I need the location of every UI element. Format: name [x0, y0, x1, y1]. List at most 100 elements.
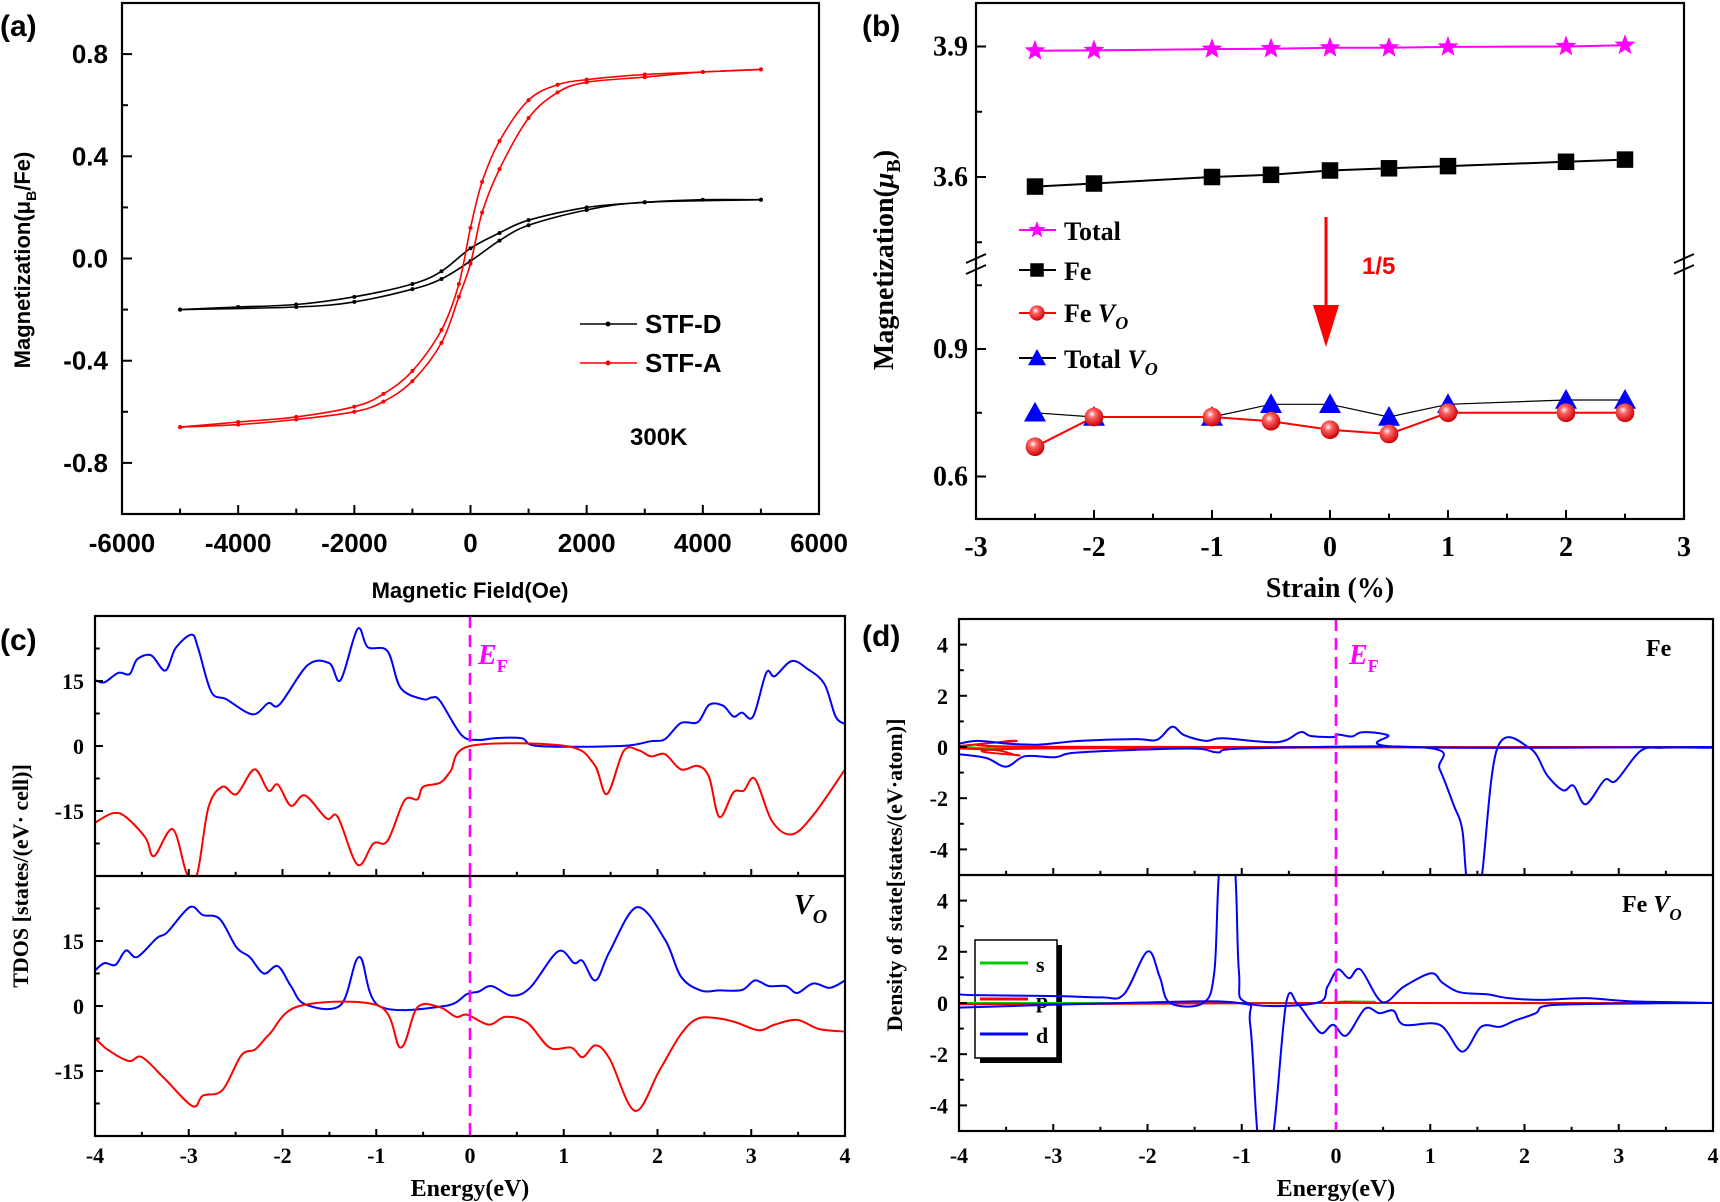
scale-arrow-head [1313, 305, 1339, 347]
panel-a-ylabel: Magnetization(μB/Fe) [10, 152, 39, 369]
panel-c-fermi-label: EF [477, 640, 508, 676]
x-tick-label: -2 [1138, 1143, 1156, 1168]
data-point [584, 207, 589, 212]
panel-d-xlabel: Energy(eV) [1277, 1176, 1396, 1202]
data-point [497, 138, 502, 143]
data-point [381, 399, 386, 404]
y-tick-label: 3.9 [933, 32, 968, 63]
y-tick-label: 2 [937, 940, 948, 965]
y-tick-label: 0.8 [72, 39, 108, 69]
dos-curve-spin-up [95, 627, 845, 748]
legend-label-stf-a: STF-A [645, 348, 722, 378]
star-marker [1201, 38, 1223, 58]
x-tick-label: -4000 [205, 528, 272, 558]
subplot-bottom: -4 -2 0 2 4 [930, 875, 1714, 1131]
dos-curves [95, 627, 845, 876]
panel-b-plot: -3 -2 -1 0 1 2 3 3.6 3.9 0.6 0.9 [933, 32, 1695, 563]
triangle-marker [1024, 401, 1046, 422]
series-stf-a [178, 67, 763, 430]
sphere-marker [1025, 437, 1045, 457]
data-point [410, 287, 415, 292]
panel-c-plot: -15 0 15 -15 0 15 -4 -3 -2 -1 0 1 2 3 4 [55, 616, 851, 1168]
y-tick-label: 0 [937, 991, 948, 1016]
sphere-marker [1261, 411, 1281, 431]
data-point [468, 246, 473, 251]
data-point [555, 82, 560, 87]
text-italic: V [1653, 892, 1671, 918]
data-point [468, 225, 473, 230]
text-sub: F [1368, 656, 1379, 676]
legend-marker-stf-a [605, 360, 611, 366]
data-point [700, 69, 705, 74]
panel-b-ylabel: Magnetization(μB) [869, 150, 905, 370]
data-point [352, 404, 357, 409]
y-tick-label: -2 [930, 1042, 948, 1067]
data-point [456, 294, 461, 299]
square-marker [1557, 153, 1575, 171]
panel-c-vo-label: VO [794, 890, 827, 928]
data-point [584, 80, 589, 85]
sphere-marker [1438, 403, 1458, 423]
data-point [178, 425, 183, 430]
x-tick-label: -1 [367, 1143, 385, 1168]
text-italic: V [1127, 345, 1147, 374]
text: Total [1064, 345, 1121, 374]
dos-curve-spin-down [95, 1000, 845, 1112]
data-point [526, 115, 531, 120]
ylabel-end: /Fe) [10, 152, 35, 191]
dos-curve-spin-up [95, 905, 845, 1012]
square-marker [1203, 168, 1221, 186]
y-tick-label: 15 [62, 669, 84, 694]
dos-curves [959, 875, 1713, 1131]
panel-frame [93, 614, 847, 1138]
series-0 [1024, 34, 1636, 60]
data-point [642, 75, 647, 80]
x-tick-label: 4 [1708, 1143, 1719, 1168]
data-point [758, 197, 763, 202]
dos-curve-p [959, 1000, 1713, 1006]
x-tick-label: 1 [558, 1143, 569, 1168]
data-point [439, 328, 444, 333]
x-tick-label: 4 [840, 1143, 851, 1168]
sphere-marker [1379, 424, 1399, 444]
dos-curve-d [959, 991, 1713, 1131]
data-point [468, 261, 473, 266]
data-point [439, 269, 444, 274]
y-tick-label: 2 [937, 684, 948, 709]
x-tick-label: 0 [1323, 532, 1337, 563]
data-point [758, 67, 763, 72]
y-tick-label: 0.4 [72, 141, 109, 171]
x-tick-label: 0 [1331, 1143, 1342, 1168]
x-tick-label: -3 [964, 532, 987, 563]
sphere-marker [1320, 420, 1340, 440]
temperature-annotation: 300K [630, 424, 688, 451]
text: Fe [1622, 892, 1648, 918]
star-marker [1024, 39, 1046, 60]
y-tick-label: 15 [62, 929, 84, 954]
text: E [1348, 640, 1368, 671]
x-tick-label: 4000 [674, 528, 732, 558]
data-point [497, 230, 502, 235]
panel-d-plot: -4 -2 0 2 4 -4 -2 0 2 4 -4 -3 -2 -1 0 1 2 3 4 [930, 619, 1719, 1168]
data-point [456, 282, 461, 287]
legend-label-s: s [1036, 952, 1045, 977]
chart-marks: -6000 -4000 -2000 0 2000 4000 6000-0.8-0.40.00… [55, 1, 1719, 1168]
triangle-marker [1614, 389, 1636, 409]
ylabel-end: ) [869, 150, 900, 159]
panel-d-fe-label: Fe [1646, 636, 1672, 662]
dos-curve-d [959, 736, 1713, 875]
panel-d-fe-vo-label: Fe VO [1622, 892, 1682, 924]
data-point [439, 340, 444, 345]
y-tick-label: 4 [937, 889, 948, 914]
star-marker [1614, 34, 1636, 55]
data-point [526, 98, 531, 103]
data-point [294, 417, 299, 422]
legend-label-fe: Fe [1064, 257, 1091, 286]
data-point [497, 167, 502, 172]
legend-marker-stf-d [605, 321, 611, 327]
triangle-marker [1555, 389, 1577, 409]
x-tick-label: 1 [1441, 532, 1455, 563]
panel-d-label: (d) [862, 620, 900, 653]
sphere-marker [1084, 407, 1104, 427]
